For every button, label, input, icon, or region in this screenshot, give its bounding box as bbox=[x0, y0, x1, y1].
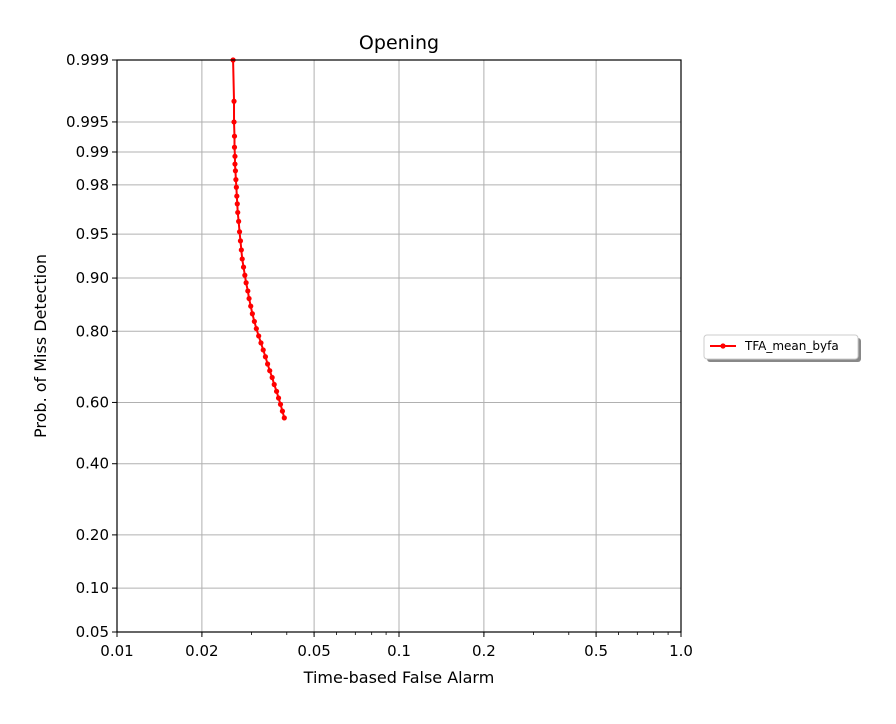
series-point bbox=[275, 395, 282, 401]
series-point bbox=[232, 153, 238, 159]
series-point bbox=[237, 238, 244, 244]
legend-marker-swatch bbox=[720, 343, 726, 349]
grid-layer bbox=[116, 59, 682, 633]
y-axis-label: Prob. of Miss Detection bbox=[31, 254, 50, 438]
series-point bbox=[238, 247, 244, 253]
series-point bbox=[281, 415, 287, 421]
series-point bbox=[251, 318, 257, 325]
series-point bbox=[258, 340, 264, 346]
x-tick-label: 1.0 bbox=[669, 642, 693, 660]
series-point bbox=[235, 209, 241, 216]
series-point bbox=[233, 184, 239, 190]
series-point bbox=[267, 368, 273, 374]
series-layer bbox=[230, 57, 287, 421]
series-point bbox=[234, 201, 240, 207]
series-point bbox=[245, 288, 251, 294]
y-tick-label: 0.90 bbox=[76, 269, 109, 287]
y-tick-label: 0.10 bbox=[76, 579, 109, 597]
series-point bbox=[243, 280, 249, 286]
y-tick-label: 0.60 bbox=[76, 393, 109, 411]
series-point bbox=[273, 388, 280, 394]
y-tick-label: 0.80 bbox=[76, 322, 109, 340]
series-point bbox=[239, 256, 245, 262]
x-axis-label: Time-based False Alarm bbox=[303, 668, 495, 687]
x-tick-label: 0.2 bbox=[472, 642, 496, 660]
series-point bbox=[240, 264, 247, 270]
series-point bbox=[231, 144, 238, 150]
series-point bbox=[279, 408, 286, 414]
x-tick-label: 0.05 bbox=[297, 642, 330, 660]
y-tick-label: 0.98 bbox=[76, 176, 109, 194]
series-point bbox=[234, 193, 240, 199]
series-point bbox=[248, 303, 254, 309]
series-point bbox=[236, 218, 242, 224]
y-tick-label: 0.999 bbox=[66, 51, 109, 69]
series-point bbox=[262, 354, 269, 360]
series-point bbox=[253, 326, 259, 332]
series-point bbox=[260, 347, 266, 353]
series-line bbox=[232, 59, 286, 419]
x-tick-label: 0.01 bbox=[100, 642, 133, 660]
y-tick-label: 0.05 bbox=[76, 623, 109, 641]
series-point bbox=[256, 333, 262, 339]
x-tick-label: 0.5 bbox=[584, 642, 608, 660]
series-point bbox=[232, 168, 239, 174]
series-point bbox=[249, 311, 255, 317]
x-tick-label: 0.1 bbox=[387, 642, 411, 660]
series-point bbox=[242, 272, 248, 278]
y-tick-label: 0.20 bbox=[76, 526, 109, 544]
y-tick-label: 0.95 bbox=[76, 225, 109, 243]
series-point bbox=[231, 98, 237, 104]
series-point bbox=[231, 133, 238, 139]
series-point bbox=[233, 177, 239, 183]
series-point bbox=[246, 295, 252, 302]
legend: TFA_mean_byfa bbox=[703, 334, 861, 362]
legend-label: TFA_mean_byfa bbox=[744, 339, 839, 353]
chart-title: Opening bbox=[359, 32, 439, 54]
y-tick-label: 0.99 bbox=[76, 143, 109, 161]
series-point bbox=[269, 374, 275, 381]
series-point bbox=[236, 229, 243, 235]
series-point bbox=[265, 361, 271, 367]
y-tick-label: 0.40 bbox=[76, 455, 109, 473]
series-point bbox=[231, 119, 237, 125]
series-point bbox=[232, 161, 238, 167]
tick-layer: 0.01 0.02 0.05 0.1 0.2 0.5 1.0 0.05 0.10 0.20 0.40… bbox=[66, 51, 693, 660]
y-tick-label: 0.995 bbox=[66, 113, 109, 131]
series-point bbox=[277, 401, 284, 407]
x-tick-label: 0.02 bbox=[185, 642, 218, 660]
legend-box bbox=[703, 334, 859, 360]
series-point bbox=[271, 381, 277, 388]
